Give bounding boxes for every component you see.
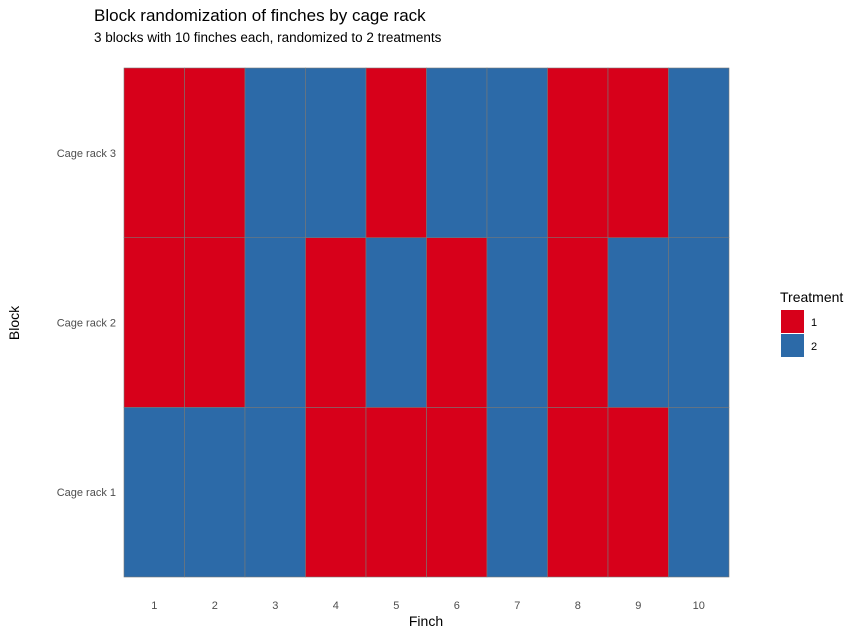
heatmap-cell bbox=[668, 237, 730, 408]
x-tick-label: 7 bbox=[514, 600, 520, 612]
chart-subtitle: 3 blocks with 10 finches each, randomize… bbox=[94, 30, 442, 45]
heatmap-cell bbox=[486, 407, 548, 578]
legend-swatch bbox=[781, 334, 804, 357]
y-tick-labels: Cage rack 1 Cage rack 2 Cage rack 3 bbox=[57, 148, 116, 499]
x-tick-label: 2 bbox=[212, 600, 218, 612]
heatmap-cell bbox=[668, 67, 730, 238]
heatmap-cell bbox=[486, 67, 548, 238]
heatmap-cells bbox=[123, 67, 730, 578]
heatmap-cell bbox=[365, 407, 427, 578]
heatmap-cell bbox=[668, 407, 730, 578]
heatmap-cell bbox=[123, 407, 185, 578]
heatmap-cell bbox=[365, 67, 427, 238]
heatmap-cell bbox=[607, 67, 669, 238]
x-tick-label: 5 bbox=[393, 600, 399, 612]
heatmap-cell bbox=[184, 407, 246, 578]
y-tick-label: Cage rack 2 bbox=[57, 318, 116, 330]
x-axis-label: Finch bbox=[409, 613, 443, 629]
legend-title: Treatment bbox=[780, 289, 843, 305]
x-tick-label: 9 bbox=[635, 600, 641, 612]
x-tick-labels: 1 2 3 4 5 6 7 8 9 10 bbox=[151, 600, 705, 612]
x-tick-label: 1 bbox=[151, 600, 157, 612]
y-tick-label: Cage rack 1 bbox=[57, 487, 116, 499]
heatmap-cell bbox=[244, 407, 306, 578]
heatmap-cell bbox=[123, 237, 185, 408]
heatmap-cell bbox=[426, 237, 488, 408]
heatmap-cell bbox=[547, 67, 609, 238]
heatmap-cell bbox=[547, 237, 609, 408]
heatmap-cell bbox=[305, 237, 367, 408]
legend-label: 2 bbox=[811, 341, 817, 353]
heatmap-cell bbox=[305, 67, 367, 238]
heatmap-cell bbox=[305, 407, 367, 578]
legend: Treatment 1 2 bbox=[780, 289, 843, 357]
x-tick-label: 3 bbox=[272, 600, 278, 612]
x-tick-label: 10 bbox=[693, 600, 705, 612]
x-tick-label: 4 bbox=[333, 600, 339, 612]
legend-label: 1 bbox=[811, 317, 817, 329]
y-tick-label: Cage rack 3 bbox=[57, 148, 116, 160]
heatmap-cell bbox=[244, 237, 306, 408]
legend-swatch bbox=[781, 310, 804, 333]
heatmap-cell bbox=[365, 237, 427, 408]
heatmap-cell bbox=[607, 407, 669, 578]
heatmap-cell bbox=[184, 67, 246, 238]
heatmap-cell bbox=[547, 407, 609, 578]
heatmap-cell bbox=[184, 237, 246, 408]
heatmap-cell bbox=[426, 67, 488, 238]
heatmap-cell bbox=[607, 237, 669, 408]
y-axis-label: Block bbox=[6, 305, 22, 340]
heatmap-cell bbox=[123, 67, 185, 238]
chart-title: Block randomization of finches by cage r… bbox=[94, 6, 426, 25]
heatmap-cell bbox=[244, 67, 306, 238]
x-tick-label: 6 bbox=[454, 600, 460, 612]
heatmap-cell bbox=[486, 237, 548, 408]
heatmap-cell bbox=[426, 407, 488, 578]
x-tick-label: 8 bbox=[575, 600, 581, 612]
